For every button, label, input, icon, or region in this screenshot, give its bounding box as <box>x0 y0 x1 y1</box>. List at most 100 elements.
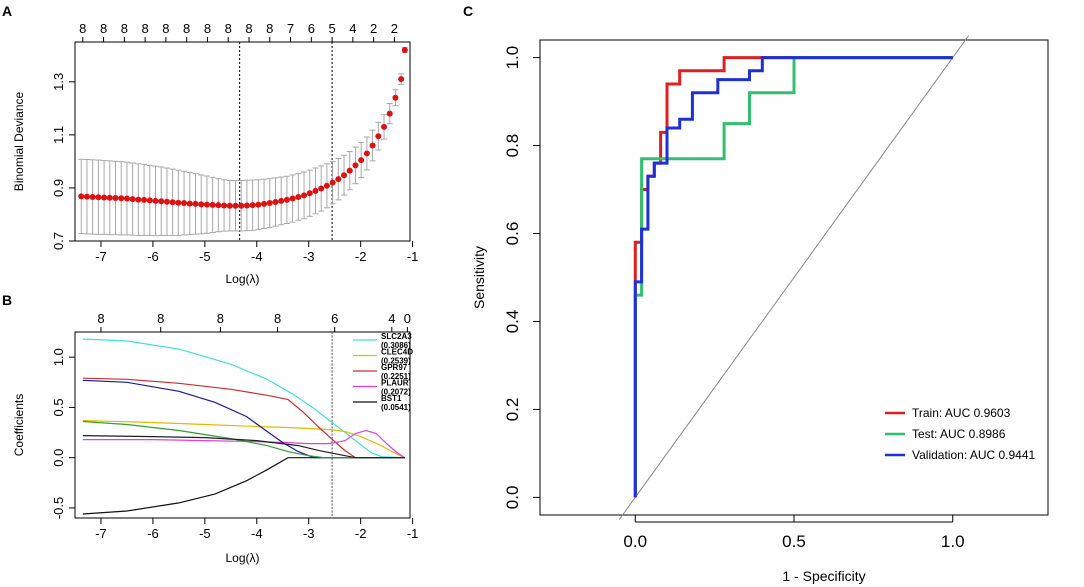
deviance-point <box>106 194 113 201</box>
deviance-point <box>112 195 119 202</box>
legend-value: (0.2251) <box>381 372 411 381</box>
x-tick-label: -5 <box>199 526 211 541</box>
chance-diagonal <box>618 35 970 520</box>
top-tick-label: 8 <box>274 311 281 326</box>
y-axis-label: Coefficients <box>12 394 26 456</box>
y-tick-label: 0.0 <box>503 486 522 510</box>
deviance-point <box>221 202 228 209</box>
top-tick-label: 4 <box>388 311 395 326</box>
deviance-point <box>238 202 245 209</box>
panel-label-c: C <box>463 3 473 19</box>
y-tick-label: 0.6 <box>503 222 522 246</box>
deviance-point <box>169 199 176 206</box>
deviance-point <box>295 193 302 200</box>
top-tick-label: 8 <box>266 21 273 36</box>
x-tick-label: 0.5 <box>782 532 806 551</box>
deviance-point <box>198 201 205 208</box>
coef-path <box>82 338 405 459</box>
deviance-point <box>306 190 313 197</box>
legend-value: (0.0541) <box>381 403 411 412</box>
deviance-point <box>123 195 130 202</box>
top-tick-label: 8 <box>79 21 86 36</box>
legend-label: Train: AUC 0.9603 <box>912 406 1011 420</box>
x-tick-label: -4 <box>251 249 263 264</box>
top-tick-label: 6 <box>308 21 315 36</box>
x-tick-label: -7 <box>95 526 107 541</box>
y-tick-label: -0.5 <box>51 497 66 519</box>
x-tick-label: -1 <box>407 249 419 264</box>
coefficient-path-plot: -7 -6 -5 -4 -3 -2 -1 -0.5 0.0 0.5 1.0 8 8 8 8 6 4 0 Log(λ)… <box>12 311 418 565</box>
deviance-point <box>386 110 393 117</box>
deviance-point <box>318 185 325 192</box>
x-tick-label: 1.0 <box>941 532 965 551</box>
top-tick-label: 8 <box>97 311 104 326</box>
deviance-point <box>141 196 148 203</box>
legend-value: (0.3086) <box>381 341 411 350</box>
x-tick-label: -2 <box>355 526 367 541</box>
x-axis-label: Log(λ) <box>225 551 259 565</box>
deviance-point <box>312 187 319 194</box>
y-axis-label: Sensitivity <box>471 246 487 309</box>
deviance-point <box>163 198 170 205</box>
deviance-point <box>203 201 210 208</box>
roc-curve <box>633 56 953 498</box>
y-tick-label: 0.9 <box>51 179 66 197</box>
top-tick-label: 4 <box>349 21 356 36</box>
deviance-point <box>323 182 330 189</box>
deviance-point <box>272 198 279 205</box>
legend-name: CLEC4D <box>381 348 413 357</box>
roc-curve <box>633 56 953 498</box>
top-tick-label: 8 <box>183 21 190 36</box>
deviance-point <box>192 200 199 207</box>
coef-path <box>82 377 405 459</box>
y-tick-label: 0.8 <box>503 134 522 158</box>
deviance-point <box>329 179 336 186</box>
legend-value: (0.2072) <box>381 388 411 397</box>
top-tick-label: 8 <box>245 21 252 36</box>
top-tick-label: 2 <box>370 21 377 36</box>
panel-label-b: B <box>2 292 12 308</box>
deviance-point <box>118 195 125 202</box>
plot-frame <box>74 331 411 519</box>
deviance-point <box>341 172 348 179</box>
legend-label: Test: AUC 0.8986 <box>912 427 1006 441</box>
top-tick-label: 5 <box>328 21 335 36</box>
deviance-point <box>158 198 165 205</box>
deviance-point <box>398 76 405 83</box>
deviance-point <box>226 202 233 209</box>
top-tick-label: 8 <box>100 21 107 36</box>
deviance-point <box>346 167 353 174</box>
y-tick-label: 0.7 <box>51 232 66 250</box>
x-tick-label: -2 <box>355 249 367 264</box>
deviance-point <box>301 192 308 199</box>
top-tick-label: 7 <box>287 21 294 36</box>
x-tick-label: -6 <box>147 249 159 264</box>
y-axis-label: Binomial Deviance <box>12 91 26 191</box>
y-tick-label: 1.0 <box>503 46 522 70</box>
panel-label-a: A <box>2 3 12 19</box>
roc-plot: 0.0 0.5 1.0 0.0 0.2 0.4 0.6 0.8 1.0 1 - Specifici… <box>471 35 1049 584</box>
legend-name: PLAUR <box>381 379 409 388</box>
deviance-point <box>401 46 408 53</box>
coef-path <box>82 419 406 459</box>
top-tick-label: 8 <box>141 21 148 36</box>
top-tick-label: 0 <box>404 311 411 326</box>
x-tick-label: -3 <box>303 249 315 264</box>
coef-path <box>82 435 405 459</box>
coef-path <box>82 379 405 459</box>
x-tick-label: -6 <box>147 526 159 541</box>
y-tick-label: 0.4 <box>503 310 522 334</box>
x-tick-label: -4 <box>251 526 263 541</box>
deviance-point <box>283 196 290 203</box>
top-tick-label: 8 <box>217 311 224 326</box>
deviance-point <box>101 194 108 201</box>
deviance-point <box>381 123 388 130</box>
legend-value: (0.2539) <box>381 357 411 366</box>
top-tick-label: 2 <box>391 21 398 36</box>
y-tick-label: 0.0 <box>51 449 66 467</box>
x-tick-label: -7 <box>95 249 107 264</box>
deviance-point <box>266 200 273 207</box>
plot-frame <box>74 41 411 242</box>
deviance-plot: -7 -6 -5 -4 -3 -2 -10.70.91.11.38 8 8 8 8 8 8 8 8 8 7 6 5 4… <box>12 21 418 286</box>
top-tick-label: 8 <box>121 21 128 36</box>
